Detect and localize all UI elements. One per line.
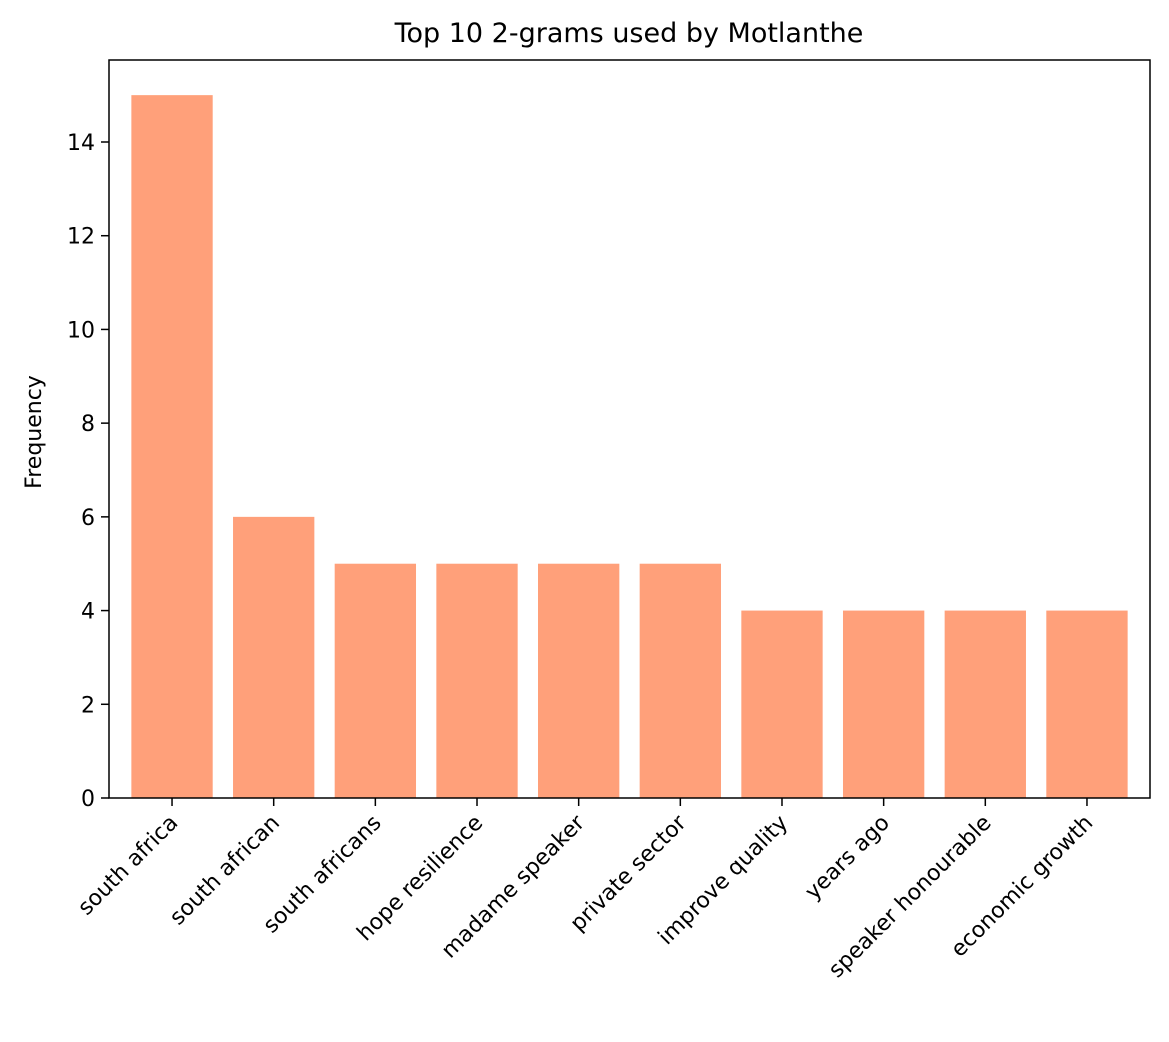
y-axis-label: Frequency (22, 375, 47, 489)
y-tick-label: 14 (67, 131, 95, 156)
y-axis: 0 2 4 6 8 10 12 14 (67, 131, 109, 812)
chart-title: Top 10 2-grams used by Motlanthe (394, 18, 864, 49)
x-tick-label: years ago (801, 811, 895, 905)
y-tick-label: 10 (67, 318, 95, 343)
bars-group (131, 95, 1128, 798)
y-tick-label: 8 (81, 412, 95, 437)
bar-economic-growth (1046, 610, 1128, 798)
y-tick-label: 12 (67, 225, 95, 250)
y-tick-label: 2 (81, 693, 95, 718)
y-tick-label: 4 (81, 600, 95, 625)
y-tick-label: 0 (81, 787, 95, 812)
bar-south-africans (334, 563, 417, 798)
bar-hope-resilience (436, 563, 518, 798)
bar-south-african (233, 516, 315, 798)
bar-south-africa (131, 95, 213, 798)
bar-private-sector (639, 563, 721, 798)
bar-improve-quality (741, 610, 823, 798)
plot-frame (108, 59, 1151, 799)
bar-speaker-honourable (944, 610, 1026, 798)
y-tick-label: 6 (81, 506, 95, 531)
bar-madame-speaker (538, 563, 620, 798)
x-tick-label: south africa (73, 811, 183, 921)
bar-years-ago (842, 610, 925, 798)
